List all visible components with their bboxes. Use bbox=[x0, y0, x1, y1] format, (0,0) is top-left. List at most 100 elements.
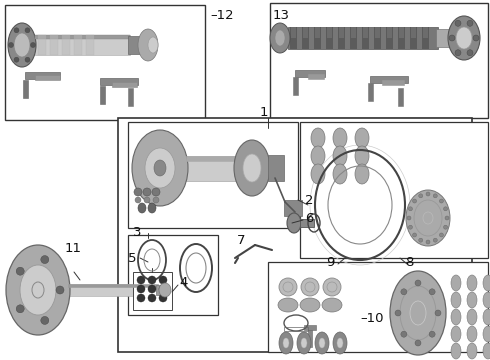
Ellipse shape bbox=[440, 233, 443, 237]
Ellipse shape bbox=[355, 164, 369, 184]
Bar bbox=[186, 156, 246, 181]
Bar bbox=[118, 118, 472, 352]
Bar bbox=[295, 70, 325, 77]
Ellipse shape bbox=[456, 27, 472, 49]
Ellipse shape bbox=[355, 128, 369, 148]
Ellipse shape bbox=[14, 28, 19, 33]
Ellipse shape bbox=[445, 216, 449, 220]
Ellipse shape bbox=[467, 326, 477, 342]
Text: 3: 3 bbox=[133, 225, 142, 239]
Ellipse shape bbox=[25, 28, 30, 33]
Bar bbox=[436, 29, 461, 47]
Ellipse shape bbox=[426, 192, 430, 196]
Ellipse shape bbox=[283, 338, 289, 348]
Ellipse shape bbox=[483, 275, 490, 291]
Bar bbox=[112, 82, 137, 87]
Ellipse shape bbox=[467, 275, 477, 291]
Ellipse shape bbox=[137, 285, 145, 293]
Text: 11: 11 bbox=[65, 242, 82, 255]
Bar bbox=[288, 27, 438, 49]
Bar bbox=[326, 27, 333, 49]
Ellipse shape bbox=[311, 146, 325, 166]
Ellipse shape bbox=[451, 326, 461, 342]
Ellipse shape bbox=[153, 197, 159, 203]
Ellipse shape bbox=[483, 292, 490, 308]
Ellipse shape bbox=[448, 16, 480, 60]
Bar bbox=[5, 5, 205, 120]
Ellipse shape bbox=[401, 331, 407, 337]
Bar bbox=[68, 284, 158, 287]
Ellipse shape bbox=[143, 188, 151, 196]
Bar bbox=[368, 83, 373, 101]
Ellipse shape bbox=[413, 233, 416, 237]
Ellipse shape bbox=[148, 203, 156, 213]
Ellipse shape bbox=[449, 35, 455, 41]
Bar bbox=[100, 78, 138, 85]
Ellipse shape bbox=[14, 57, 19, 62]
Ellipse shape bbox=[407, 216, 411, 220]
Ellipse shape bbox=[455, 50, 461, 56]
Ellipse shape bbox=[154, 160, 166, 176]
Ellipse shape bbox=[135, 197, 141, 203]
Ellipse shape bbox=[41, 316, 49, 324]
Ellipse shape bbox=[159, 276, 167, 284]
Text: 4: 4 bbox=[179, 276, 187, 289]
Ellipse shape bbox=[323, 278, 341, 296]
Ellipse shape bbox=[297, 332, 311, 354]
Bar bbox=[302, 27, 309, 49]
Bar bbox=[387, 27, 392, 38]
Ellipse shape bbox=[333, 332, 347, 354]
Ellipse shape bbox=[56, 286, 64, 294]
Ellipse shape bbox=[333, 146, 347, 166]
Bar bbox=[308, 74, 324, 79]
Ellipse shape bbox=[315, 332, 329, 354]
Text: 8: 8 bbox=[405, 256, 414, 270]
Ellipse shape bbox=[301, 278, 319, 296]
Ellipse shape bbox=[426, 240, 430, 244]
Ellipse shape bbox=[473, 35, 479, 41]
Text: –12: –12 bbox=[210, 9, 234, 22]
Text: 2: 2 bbox=[305, 194, 314, 207]
Ellipse shape bbox=[390, 271, 446, 355]
Text: –10: –10 bbox=[360, 311, 384, 324]
Bar bbox=[374, 27, 381, 49]
Ellipse shape bbox=[406, 190, 450, 246]
Ellipse shape bbox=[234, 140, 270, 196]
Ellipse shape bbox=[148, 37, 158, 53]
Bar bbox=[268, 262, 488, 352]
Ellipse shape bbox=[409, 225, 413, 229]
Text: 1: 1 bbox=[260, 105, 268, 118]
Bar bbox=[86, 35, 94, 55]
Bar bbox=[351, 27, 356, 38]
Bar bbox=[128, 122, 298, 228]
Bar bbox=[270, 3, 488, 118]
Bar bbox=[411, 27, 416, 38]
Bar bbox=[293, 77, 298, 95]
Ellipse shape bbox=[8, 23, 36, 67]
Ellipse shape bbox=[433, 238, 437, 242]
Ellipse shape bbox=[455, 20, 461, 26]
Text: 13: 13 bbox=[273, 9, 290, 22]
Ellipse shape bbox=[333, 128, 347, 148]
Text: 5: 5 bbox=[128, 252, 137, 265]
Ellipse shape bbox=[483, 326, 490, 342]
Ellipse shape bbox=[6, 245, 70, 335]
Bar bbox=[128, 235, 218, 315]
Bar bbox=[68, 284, 158, 296]
Bar bbox=[308, 327, 312, 347]
Ellipse shape bbox=[443, 207, 447, 211]
Ellipse shape bbox=[300, 298, 320, 312]
Bar bbox=[315, 27, 320, 38]
Bar bbox=[399, 27, 404, 38]
Ellipse shape bbox=[395, 310, 401, 316]
Bar bbox=[410, 27, 417, 49]
Ellipse shape bbox=[159, 285, 167, 293]
Bar bbox=[300, 122, 488, 258]
Ellipse shape bbox=[429, 289, 435, 295]
Ellipse shape bbox=[311, 128, 325, 148]
Text: 7: 7 bbox=[237, 234, 245, 247]
Ellipse shape bbox=[483, 309, 490, 325]
Ellipse shape bbox=[270, 23, 290, 53]
Ellipse shape bbox=[144, 197, 150, 203]
Bar bbox=[363, 27, 368, 38]
